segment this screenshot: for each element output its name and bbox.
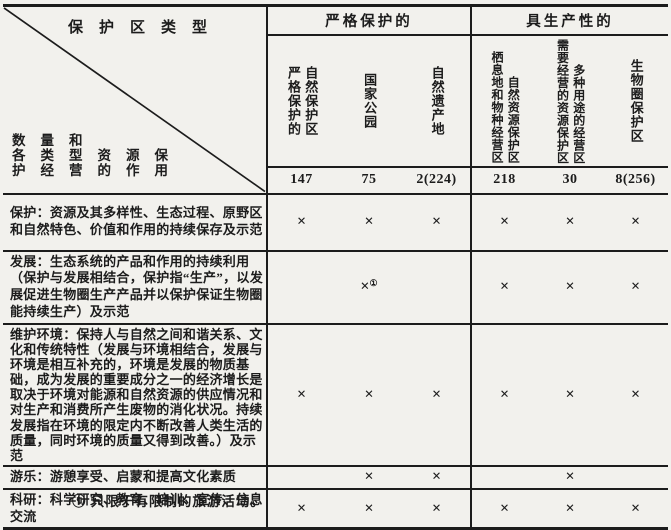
- table-row: 游乐：游憩享受、启蒙和提高文化素质 × × ×: [3, 464, 669, 489]
- x-mark-cell: ×: [403, 192, 472, 251]
- group-header-productive: 具生产性的: [470, 4, 669, 36]
- vertical-text-wrap: 需要经营的资源保护区 多种用途的经营区: [537, 36, 603, 165]
- vertical-text-strip: 多种用途的经营区: [571, 63, 586, 164]
- x-mark-cell: ×: [603, 323, 669, 466]
- x-mark-cell: ×: [267, 323, 335, 466]
- vertical-text-strip: 生物圈保护区: [628, 58, 644, 143]
- x-mark-cell: ×: [537, 464, 604, 489]
- x-mark-cell: ×: [603, 249, 669, 325]
- count-cell: 2(224): [403, 166, 472, 195]
- column-header-managed-resource-area: 需要经营的资源保护区 多种用途的经营区: [537, 34, 604, 168]
- column-header-national-park: 国家公园: [335, 34, 403, 168]
- count-cell: 218: [470, 166, 538, 195]
- column-header-habitat-species-management-area: 栖息地和物种经营区 自然资源保护区: [470, 34, 538, 168]
- scanned-document-page: 保护区类型 数量和 各类型资源保 护经营的作用 严格保护的 具生产性的 严格保护…: [3, 4, 669, 530]
- x-mark-cell: ×: [537, 487, 604, 530]
- table-row: 保护区类型 数量和 各类型资源保 护经营的作用 严格保护的 具生产性的: [3, 4, 669, 195]
- x-mark-cell: ×: [335, 192, 403, 251]
- footnote: ① 只限于有限制的旅游活动。: [72, 494, 265, 509]
- x-mark-cell: ×: [537, 323, 604, 466]
- x-mark: ×: [360, 278, 370, 296]
- x-mark-cell: ×: [403, 464, 472, 489]
- row-label-development: 发展：生态系统的产品和作用的持续利用（保护与发展相结合，保护指“生产”，以发展促…: [3, 249, 268, 325]
- row-axis-title-line: 护经营的作用: [12, 162, 183, 178]
- x-mark-cell: ×: [403, 487, 472, 530]
- x-mark-cell: [267, 464, 335, 489]
- vertical-text-strip: 严格保护的: [286, 65, 301, 136]
- row-label-protection: 保护：资源及其多样性、生态过程、原野区和自然特色、价值和作用的持续保存及示范: [3, 192, 268, 251]
- x-mark-cell: ×: [403, 323, 472, 466]
- vertical-text-strip: 自然资源保护区: [506, 76, 521, 164]
- x-mark-cell: ×: [603, 192, 669, 251]
- x-mark-cell: [403, 249, 472, 325]
- column-header-biosphere-reserve: 生物圈保护区: [603, 34, 669, 168]
- corner-header-cell: 保护区类型 数量和 各类型资源保 护经营的作用: [3, 4, 268, 195]
- vertical-text-wrap: 严格保护的 自然保护区: [268, 37, 335, 165]
- count-cell: 147: [267, 166, 335, 195]
- x-mark-cell: ×: [335, 464, 403, 489]
- vertical-text-wrap: 栖息地和物种经营区 自然资源保护区: [473, 36, 537, 165]
- count-cell: 8(256): [603, 166, 669, 195]
- x-mark-cell: ×: [335, 487, 403, 530]
- table-row: 147 75 2(224) 218 30 8(256): [3, 166, 669, 195]
- table-row: 保护：资源及其多样性、生态过程、原野区和自然特色、价值和作用的持续保存及示范 ×…: [3, 192, 669, 251]
- x-mark-cell: ×: [470, 192, 538, 251]
- column-axis-title: 保护区类型: [67, 20, 223, 36]
- count-cell: 30: [537, 166, 604, 195]
- table-row: 严格保护的 自然保护区 国家公园 自然遗产地: [3, 34, 669, 168]
- table-row: 发展：生态系统的产品和作用的持续利用（保护与发展相结合，保护指“生产”，以发展促…: [3, 249, 669, 325]
- row-axis-title-line: 各类型资源保: [12, 147, 183, 163]
- vertical-text-wrap: 自然遗产地: [403, 37, 470, 165]
- x-mark-cell: ×: [537, 192, 604, 251]
- column-header-strict-nature-reserve: 严格保护的 自然保护区: [267, 34, 335, 168]
- x-mark-cell: ×: [603, 487, 669, 530]
- x-mark-cell-with-note: ×①: [335, 249, 403, 325]
- x-mark-cell: ×: [470, 249, 538, 325]
- row-axis-title-line: 数量和: [12, 132, 98, 148]
- x-mark-cell: ×: [537, 249, 604, 325]
- count-cell: 75: [335, 166, 403, 195]
- vertical-text-wrap: 国家公园: [335, 37, 403, 165]
- x-mark-cell: ×: [470, 487, 538, 530]
- vertical-text-strip: 需要经营的资源保护区: [555, 38, 570, 164]
- row-axis-title: 数量和 各类型资源保 护经营的作用: [12, 133, 183, 178]
- x-mark-cell: ×: [335, 323, 403, 466]
- row-label-environment-maintenance: 维护环境：保持人与自然之间和谐关系、文化和传统特性（发展与环境相结合，发展与环境…: [3, 323, 268, 466]
- x-mark-cell: ×: [267, 192, 335, 251]
- diagonal-divider-line: [3, 7, 266, 193]
- table-row: 维护环境：保持人与自然之间和谐关系、文化和传统特性（发展与环境相结合，发展与环境…: [3, 323, 669, 466]
- x-mark-cell: ×: [267, 487, 335, 530]
- x-mark-cell: ×: [470, 323, 538, 466]
- protected-area-comparison-table: 保护区类型 数量和 各类型资源保 护经营的作用 严格保护的 具生产性的 严格保护…: [3, 4, 669, 530]
- x-mark-cell: [470, 464, 538, 489]
- row-label-recreation: 游乐：游憩享受、启蒙和提高文化素质: [3, 464, 268, 489]
- vertical-text-strip: 自然保护区: [303, 65, 319, 136]
- x-mark-cell: [267, 249, 335, 325]
- vertical-text-strip: 国家公园: [362, 72, 378, 129]
- vertical-text-strip: 自然遗产地: [429, 65, 445, 136]
- vertical-text-wrap: 生物圈保护区: [603, 37, 668, 165]
- column-header-natural-heritage-site: 自然遗产地: [403, 34, 472, 168]
- x-mark-cell: [603, 464, 669, 489]
- vertical-text-strip: 栖息地和物种经营区: [490, 51, 505, 164]
- group-header-strictly-protected: 严格保护的: [267, 4, 472, 36]
- footnote-reference-mark: ①: [369, 278, 378, 289]
